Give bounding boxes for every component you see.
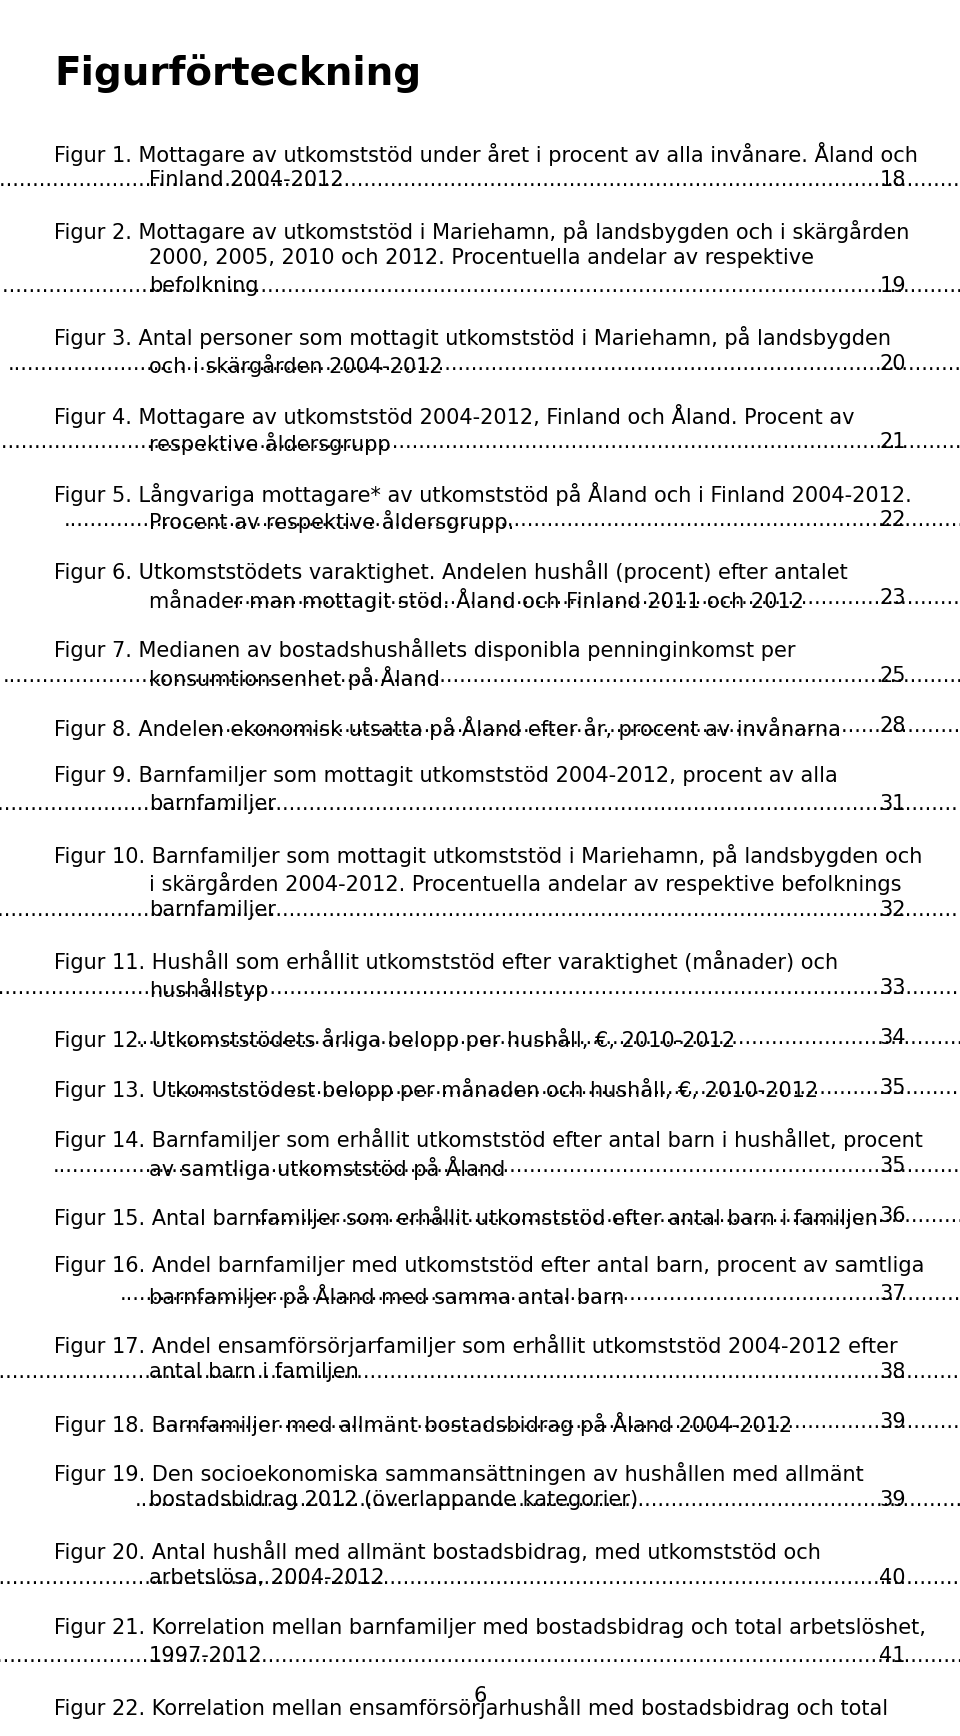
Text: 38: 38 — [879, 1363, 906, 1382]
Text: ................................................................................: ........................................… — [0, 276, 960, 297]
Text: bostadsbidrag 2012 (överlappande kategorier): bostadsbidrag 2012 (överlappande kategor… — [149, 1489, 638, 1510]
Text: ................................................................................: ........................................… — [205, 715, 960, 736]
Text: 20: 20 — [879, 354, 906, 373]
Text: ................................................................................: ........................................… — [3, 667, 960, 686]
Text: 35: 35 — [879, 1156, 906, 1175]
Text: ................................................................................: ........................................… — [64, 510, 960, 529]
Text: 2000, 2005, 2010 och 2012. Procentuella andelar av respektive: 2000, 2005, 2010 och 2012. Procentuella … — [149, 248, 814, 267]
Text: 19: 19 — [879, 276, 906, 297]
Text: ................................................................................: ........................................… — [0, 1363, 960, 1382]
Text: Figur 10. Barnfamiljer som mottagit utkomststöd i Mariehamn, på landsbygden och: Figur 10. Barnfamiljer som mottagit utko… — [54, 844, 923, 866]
Text: och i skärgården 2004-2012: och i skärgården 2004-2012 — [149, 354, 443, 377]
Text: Figur 8. Andelen ekonomisk utsatta på Åland efter år, procent av invånarna: Figur 8. Andelen ekonomisk utsatta på Ål… — [54, 715, 841, 740]
Text: Figur 14. Barnfamiljer som erhållit utkomststöd efter antal barn i hushållet, pr: Figur 14. Barnfamiljer som erhållit utko… — [54, 1128, 923, 1151]
Text: 21: 21 — [879, 432, 906, 451]
Text: barnfamiljer på Åland med samma antal barn: barnfamiljer på Åland med samma antal ba… — [149, 1285, 624, 1307]
Text: i skärgården 2004-2012. Procentuella andelar av respektive befolknings: i skärgården 2004-2012. Procentuella and… — [149, 871, 901, 896]
Text: ................................................................................: ........................................… — [0, 1646, 960, 1667]
Text: Figur 3. Antal personer som mottagit utkomststöd i Mariehamn, på landsbygden: Figur 3. Antal personer som mottagit utk… — [54, 326, 891, 349]
Text: ................................................................................: ........................................… — [0, 1568, 960, 1588]
Text: 33: 33 — [879, 977, 906, 998]
Text: 41: 41 — [879, 1646, 906, 1667]
Text: konsumtionsenhet på Åland: konsumtionsenhet på Åland — [149, 667, 440, 689]
Text: av samtliga utkomststöd på Åland: av samtliga utkomststöd på Åland — [149, 1156, 505, 1180]
Text: Figur 6. Utkomststödets varaktighet. Andelen hushåll (procent) efter antalet: Figur 6. Utkomststödets varaktighet. And… — [54, 561, 848, 583]
Text: 34: 34 — [879, 1028, 906, 1049]
Text: Figur 13. Utkomststödest belopp per månaden och hushåll, €, 2010-2012: Figur 13. Utkomststödest belopp per måna… — [54, 1078, 818, 1101]
Text: Figur 9. Barnfamiljer som mottagit utkomststöd 2004-2012, procent av alla: Figur 9. Barnfamiljer som mottagit utkom… — [54, 766, 838, 786]
Text: ................................................................................: ........................................… — [8, 354, 960, 373]
Text: Figur 22. Korrelation mellan ensamförsörjarhushåll med bostadsbidrag och total: Figur 22. Korrelation mellan ensamförsör… — [54, 1696, 888, 1719]
Text: ................................................................................: ........................................… — [135, 1028, 960, 1049]
Text: 28: 28 — [879, 715, 906, 736]
Text: ................................................................................: ........................................… — [171, 1078, 960, 1097]
Text: 1997-2012: 1997-2012 — [149, 1646, 263, 1667]
Text: Figur 7. Medianen av bostadshushållets disponibla penninginkomst per: Figur 7. Medianen av bostadshushållets d… — [54, 639, 796, 661]
Text: 32: 32 — [879, 899, 906, 920]
Text: 40: 40 — [879, 1568, 906, 1588]
Text: 36: 36 — [879, 1207, 906, 1226]
Text: ................................................................................: ........................................… — [231, 589, 960, 608]
Text: ................................................................................: ........................................… — [134, 1489, 960, 1510]
Text: månader man mottagit stöd. Åland och Finland 2011 och 2012: månader man mottagit stöd. Åland och Fin… — [149, 589, 804, 613]
Text: 22: 22 — [879, 510, 906, 529]
Text: Figur 19. Den socioekonomiska sammansättningen av hushållen med allmänt: Figur 19. Den socioekonomiska sammansätt… — [54, 1462, 864, 1484]
Text: 25: 25 — [879, 667, 906, 686]
Text: Figur 1. Mottagare av utkomststöd under året i procent av alla invånare. Åland o: Figur 1. Mottagare av utkomststöd under … — [54, 142, 918, 167]
Text: ................................................................................: ........................................… — [159, 1411, 960, 1432]
Text: 39: 39 — [879, 1489, 906, 1510]
Text: 35: 35 — [879, 1078, 906, 1097]
Text: arbetslösa, 2004-2012: arbetslösa, 2004-2012 — [149, 1568, 385, 1588]
Text: Figur 21. Korrelation mellan barnfamiljer med bostadsbidrag och total arbetslösh: Figur 21. Korrelation mellan barnfamilje… — [54, 1618, 925, 1639]
Text: 18: 18 — [879, 170, 906, 189]
Text: ................................................................................: ........................................… — [256, 1207, 960, 1226]
Text: 39: 39 — [879, 1411, 906, 1432]
Text: Finland 2004-2012: Finland 2004-2012 — [149, 170, 344, 189]
Text: ................................................................................: ........................................… — [0, 170, 960, 189]
Text: Figur 16. Andel barnfamiljer med utkomststöd efter antal barn, procent av samtli: Figur 16. Andel barnfamiljer med utkomst… — [54, 1257, 924, 1276]
Text: befolkning: befolkning — [149, 276, 258, 297]
Text: Figur 12. Utkomststödets årliga belopp per hushåll, €, 2010-2012: Figur 12. Utkomststödets årliga belopp p… — [54, 1028, 735, 1050]
Text: Procent av respektive åldersgrupp.: Procent av respektive åldersgrupp. — [149, 510, 515, 533]
Text: 23: 23 — [879, 589, 906, 608]
Text: Figur 4. Mottagare av utkomststöd 2004-2012, Finland och Åland. Procent av: Figur 4. Mottagare av utkomststöd 2004-2… — [54, 404, 854, 429]
Text: Figur 20. Antal hushåll med allmänt bostadsbidrag, med utkomststöd och: Figur 20. Antal hushåll med allmänt bost… — [54, 1540, 821, 1562]
Text: ................................................................................: ........................................… — [0, 977, 960, 998]
Text: respektive åldersgrupp: respektive åldersgrupp — [149, 432, 391, 455]
Text: Figurförteckning: Figurförteckning — [54, 54, 421, 94]
Text: ................................................................................: ........................................… — [0, 432, 960, 451]
Text: barnfamiljer: barnfamiljer — [149, 793, 276, 814]
Text: Figur 18. Barnfamiljer med allmänt bostadsbidrag på Åland 2004-2012: Figur 18. Barnfamiljer med allmänt bosta… — [54, 1411, 792, 1436]
Text: Figur 17. Andel ensamförsörjarfamiljer som erhållit utkomststöd 2004-2012 efter: Figur 17. Andel ensamförsörjarfamiljer s… — [54, 1333, 898, 1358]
Text: Figur 15. Antal barnfamiljer som erhållit utkomststöd efter antal barn i familje: Figur 15. Antal barnfamiljer som erhålli… — [54, 1207, 877, 1229]
Text: ................................................................................: ........................................… — [120, 1285, 960, 1304]
Text: ................................................................................: ........................................… — [53, 1156, 960, 1175]
Text: 31: 31 — [879, 793, 906, 814]
Text: Figur 5. Långvariga mottagare* av utkomststöd på Åland och i Finland 2004-2012.: Figur 5. Långvariga mottagare* av utkoms… — [54, 483, 912, 505]
Text: antal barn i familjen: antal barn i familjen — [149, 1363, 359, 1382]
Text: Figur 11. Hushåll som erhållit utkomststöd efter varaktighet (månader) och: Figur 11. Hushåll som erhållit utkomstst… — [54, 950, 838, 972]
Text: 37: 37 — [879, 1285, 906, 1304]
Text: ................................................................................: ........................................… — [0, 899, 960, 920]
Text: barnfamiljer: barnfamiljer — [149, 899, 276, 920]
Text: Figur 2. Mottagare av utkomststöd i Mariehamn, på landsbygden och i skärgården: Figur 2. Mottagare av utkomststöd i Mari… — [54, 220, 909, 243]
Text: 6: 6 — [473, 1686, 487, 1706]
Text: ................................................................................: ........................................… — [0, 793, 960, 814]
Text: hushållstyp: hushållstyp — [149, 977, 269, 1002]
